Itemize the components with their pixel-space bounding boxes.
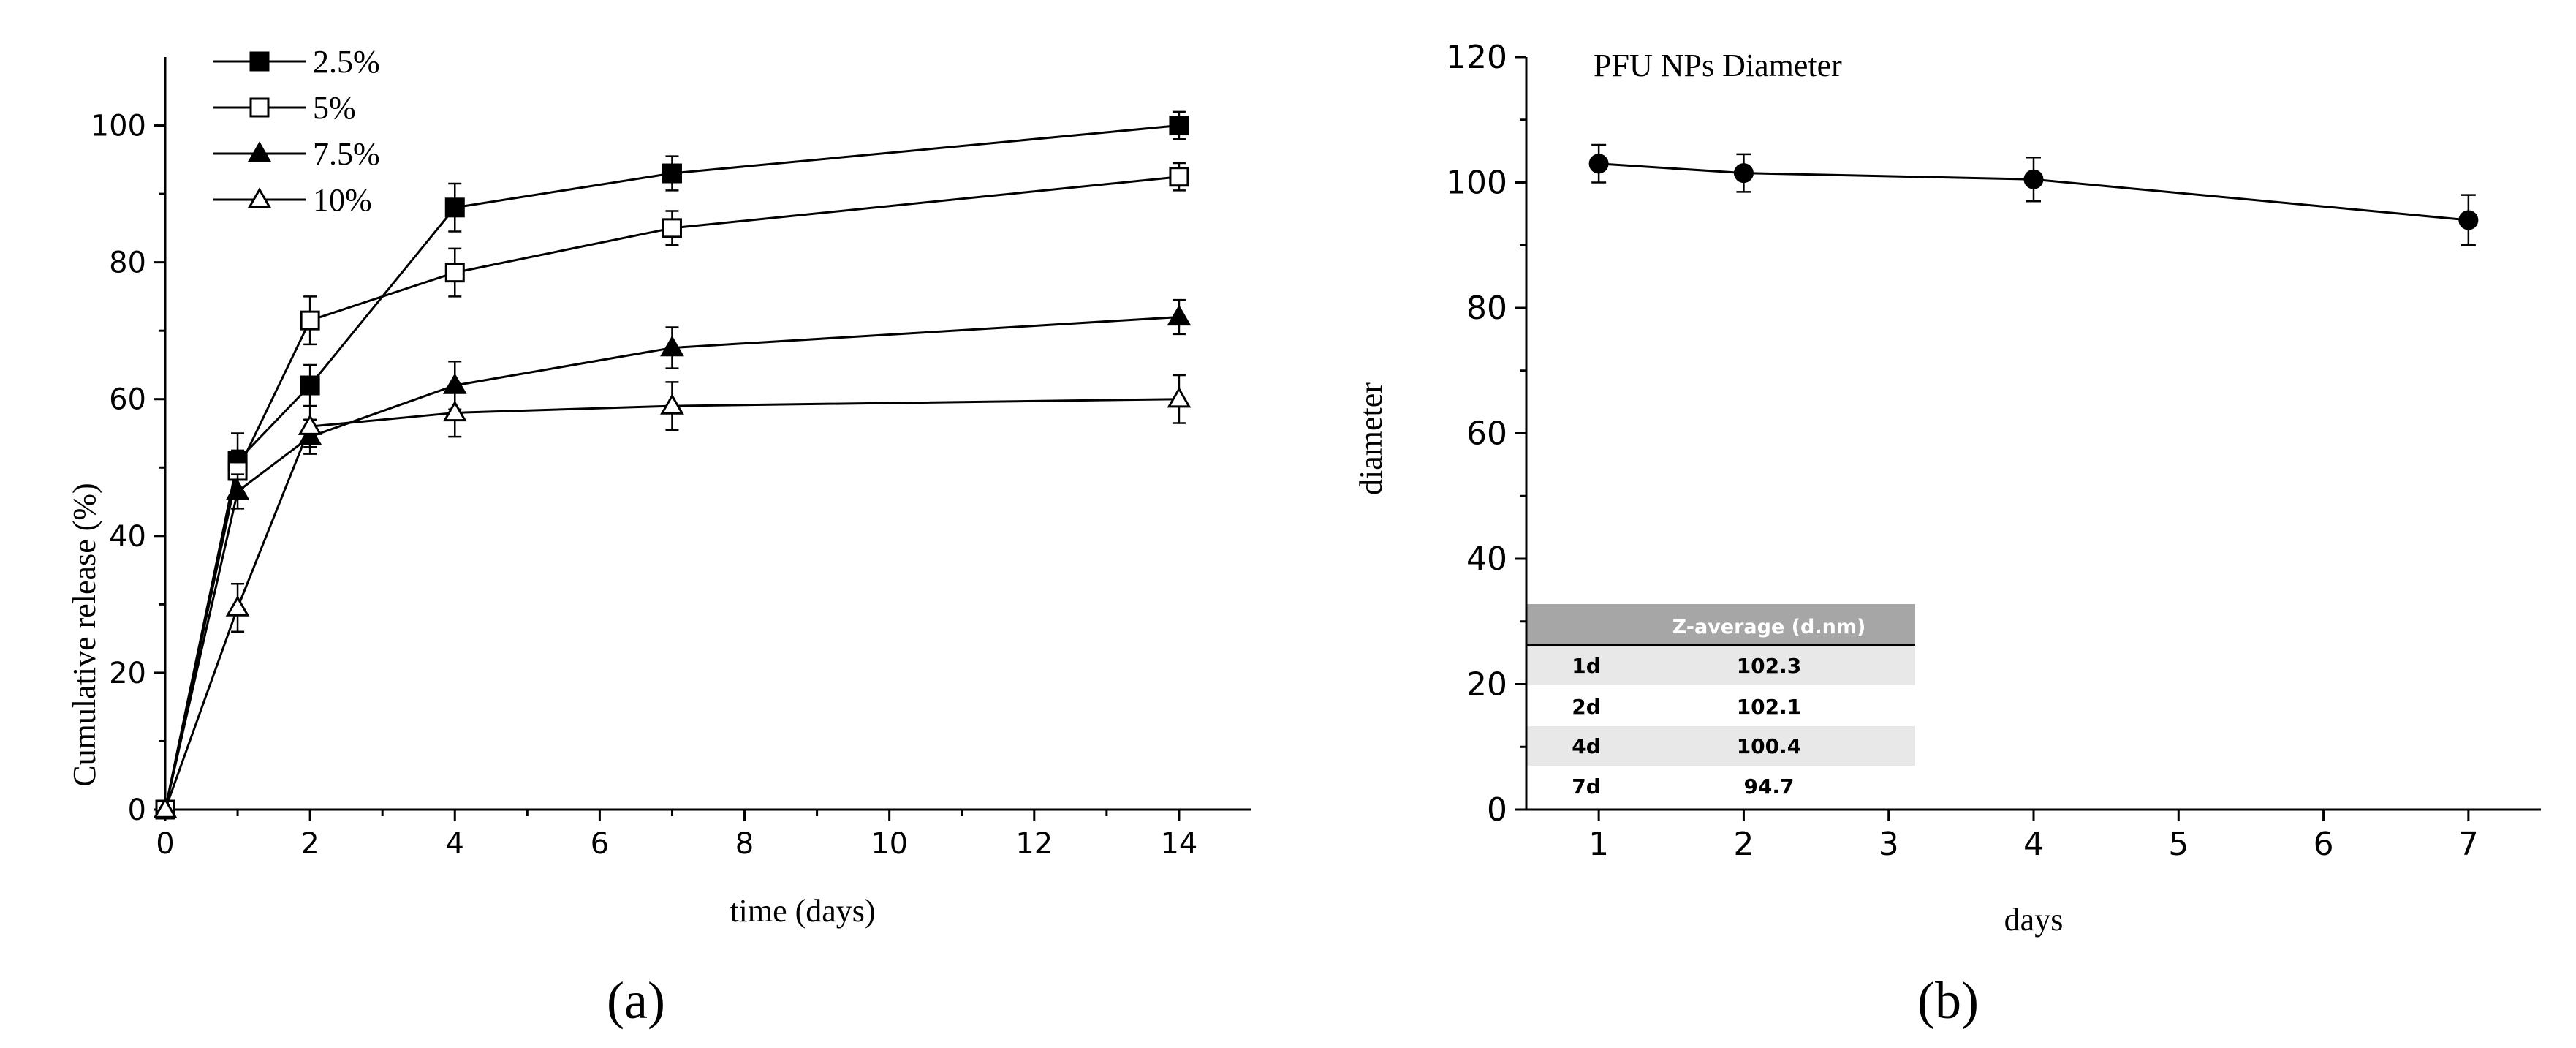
- b-y-tick-label: 40: [1466, 540, 1507, 578]
- b-chart-title: PFU NPs Diameter: [1594, 48, 1842, 83]
- data-point: [153, 797, 178, 818]
- data-point: [225, 595, 250, 617]
- b-x-tick-label: 6: [2314, 826, 2334, 863]
- data-point: [247, 187, 272, 208]
- data-point: [300, 310, 320, 331]
- a-legend-label: 10%: [313, 182, 372, 218]
- data-point: [442, 400, 467, 422]
- inset-table-value-cell: 102.1: [1737, 695, 1802, 719]
- a-x-tick-label: 12: [1015, 827, 1053, 861]
- b-y-tick-label: 100: [1446, 165, 1507, 202]
- data-point: [300, 375, 320, 396]
- b-x-tick-label: 1: [1588, 826, 1609, 863]
- data-point: [662, 163, 682, 184]
- b-x-tick-label: 5: [2168, 826, 2189, 863]
- data-point: [298, 414, 322, 435]
- a-series-2: [155, 162, 1189, 820]
- data-point: [444, 263, 465, 283]
- panel-b-chart: PFU NPs Diameter diameter days (b) Z-ave…: [1353, 39, 2541, 1030]
- inset-table-day-cell: 4d: [1572, 734, 1601, 758]
- a-legend-label: 2.5%: [313, 44, 380, 80]
- a-y-tick-label: 40: [109, 520, 146, 554]
- data-point: [1733, 163, 1754, 184]
- a-y-tick-label: 0: [128, 793, 146, 827]
- a-series-4: [153, 374, 1192, 818]
- inset-table-header: Z-average (d.nm): [1672, 616, 1866, 638]
- b-y-tick-label: 80: [1466, 290, 1507, 327]
- inset-table-value-cell: 100.4: [1737, 734, 1802, 758]
- b-x-tick-label: 3: [1879, 826, 1899, 863]
- inset-table-day-cell: 7d: [1572, 774, 1601, 799]
- b-x-tick-label: 7: [2458, 826, 2479, 863]
- panel-a-chart: Cumulative release (%) time (days) (a) 0…: [67, 44, 1251, 1030]
- a-legend-entry: 10%: [213, 182, 372, 218]
- a-y-tick-label: 80: [109, 246, 146, 280]
- b-y-tick-label: 0: [1487, 791, 1507, 829]
- inset-table: Z-average (d.nm) 1d 102.3 2d 102.1 4d 10…: [1526, 604, 1915, 799]
- b-x-tick-label: 2: [1733, 826, 1754, 863]
- data-point: [249, 97, 270, 118]
- a-x-tick-label: 4: [446, 827, 464, 861]
- a-y-axis-label: Cumulative release (%): [67, 483, 102, 786]
- a-x-tick-label: 6: [591, 827, 609, 861]
- a-series-line: [164, 176, 1180, 810]
- a-legend-entry: 7.5%: [213, 136, 380, 172]
- b-y-tick-label: 60: [1466, 415, 1507, 453]
- a-series-line: [164, 398, 1179, 810]
- b-panel-label: (b): [1917, 971, 1979, 1030]
- a-legend-label: 5%: [313, 90, 356, 126]
- data-point: [1167, 304, 1192, 326]
- a-series-3: [153, 298, 1192, 818]
- b-series-line: [1599, 162, 2469, 222]
- a-series-line: [164, 315, 1180, 810]
- a-y-tick-label: 100: [91, 110, 146, 143]
- data-point: [662, 218, 682, 238]
- b-x-axis-label: days: [2004, 902, 2064, 938]
- data-point: [225, 479, 250, 500]
- data-point: [1169, 116, 1189, 136]
- a-legend-entry: 2.5%: [213, 44, 380, 80]
- data-point: [249, 51, 270, 72]
- b-series-1: [1588, 143, 2479, 246]
- a-legend-entry: 5%: [213, 90, 356, 126]
- inset-table-header-bg: [1526, 604, 1915, 645]
- a-x-tick-label: 0: [156, 827, 174, 861]
- b-x-tick-label: 4: [2023, 826, 2044, 863]
- b-y-axis-label: diameter: [1353, 382, 1389, 495]
- data-point: [1167, 386, 1192, 408]
- b-y-tick-label: 20: [1466, 666, 1507, 704]
- data-point: [2023, 169, 2044, 189]
- inset-table-row-bg: [1526, 726, 1915, 766]
- a-legend-label: 7.5%: [313, 136, 380, 172]
- a-y-tick-label: 20: [109, 657, 146, 690]
- data-point: [2458, 210, 2479, 230]
- data-point: [247, 141, 272, 162]
- inset-table-day-cell: 2d: [1572, 695, 1601, 719]
- a-panel-label: (a): [607, 971, 665, 1030]
- a-x-tick-label: 10: [871, 827, 908, 861]
- a-x-tick-label: 14: [1160, 827, 1197, 861]
- a-x-tick-label: 8: [735, 827, 754, 861]
- a-y-tick-label: 60: [109, 383, 146, 417]
- data-point: [660, 335, 684, 357]
- inset-table-row-bg: [1526, 646, 1915, 685]
- inset-table-value-cell: 94.7: [1743, 774, 1794, 799]
- data-point: [660, 393, 684, 415]
- data-point: [444, 197, 465, 218]
- data-point: [1169, 167, 1189, 187]
- b-y-tick-label: 120: [1446, 39, 1507, 76]
- a-legend: 2.5% 5% 7.5% 10%: [213, 44, 380, 218]
- data-point: [1588, 154, 1609, 174]
- a-x-tick-label: 2: [300, 827, 319, 861]
- inset-table-value-cell: 102.3: [1737, 654, 1802, 678]
- inset-table-day-cell: 1d: [1572, 654, 1601, 678]
- a-x-axis-label: time (days): [730, 893, 875, 929]
